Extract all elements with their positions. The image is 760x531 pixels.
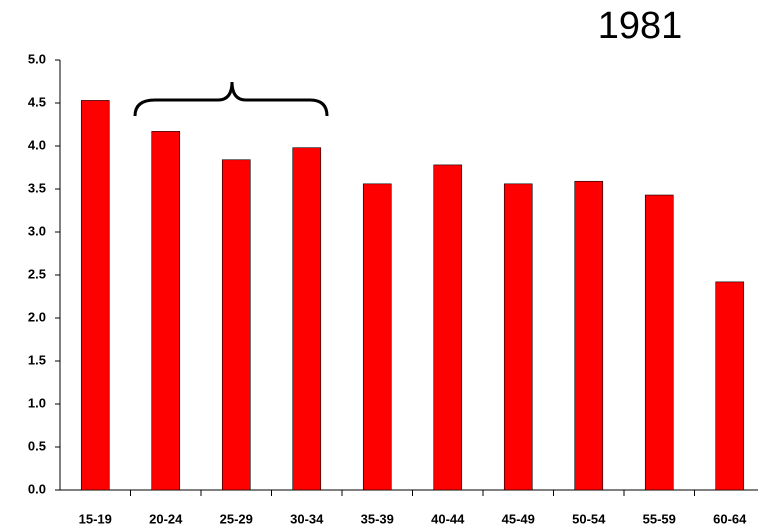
bar — [151, 131, 181, 491]
y-tick-label: 3.5 — [28, 180, 46, 195]
y-tick-label: 5.0 — [28, 51, 46, 66]
bracket — [133, 81, 329, 117]
bar — [574, 180, 604, 491]
y-tick-label: 4.0 — [28, 137, 46, 152]
y-tick-label: 0.5 — [28, 438, 46, 453]
x-tick-label: 25-29 — [220, 511, 253, 526]
bar — [503, 183, 533, 491]
y-tick-label: 3.0 — [28, 223, 46, 238]
x-tick-label: 50-54 — [572, 511, 606, 526]
y-tick-label: 2.0 — [28, 309, 46, 324]
y-tick-label: 1.5 — [28, 352, 46, 367]
bar — [433, 164, 463, 491]
x-tick-label: 30-34 — [290, 511, 324, 526]
y-tick-label: 0.0 — [28, 481, 46, 496]
x-tick-label: 40-44 — [431, 511, 465, 526]
bar — [80, 100, 110, 491]
x-tick-label: 15-19 — [79, 511, 112, 526]
bar — [715, 281, 745, 491]
x-tick-label: 35-39 — [361, 511, 394, 526]
x-tick-label: 55-59 — [643, 511, 676, 526]
y-tick-label: 1.0 — [28, 395, 46, 410]
x-tick-label: 20-24 — [149, 511, 183, 526]
bar — [221, 159, 251, 491]
y-tick-label: 4.5 — [28, 94, 46, 109]
x-tick-label: 45-49 — [502, 511, 535, 526]
bar — [362, 183, 392, 491]
bar — [292, 147, 322, 491]
x-tick-label: 60-64 — [713, 511, 747, 526]
bar — [644, 194, 674, 491]
y-tick-label: 2.5 — [28, 266, 46, 281]
chart-title: 1981 — [598, 5, 683, 47]
